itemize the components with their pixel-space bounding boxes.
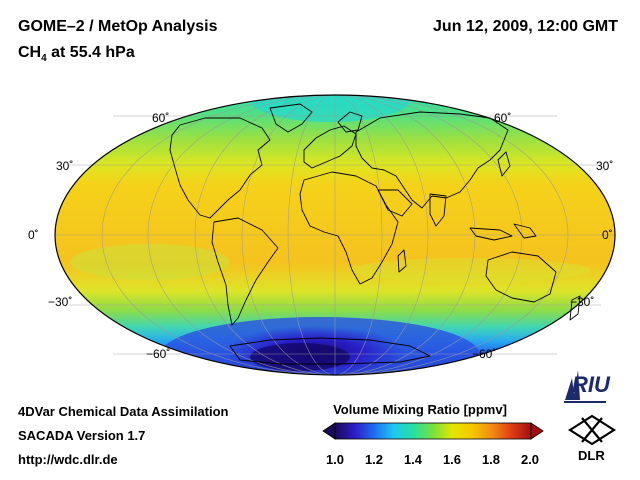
riu-logo-text: RIU <box>572 372 610 397</box>
species-subscript: 4 <box>41 53 47 65</box>
colorbar-title: Volume Mixing Ratio [ppmv] <box>333 402 507 417</box>
colorbar-gradient <box>334 422 532 440</box>
lat-label-30s-right: −30˚ <box>570 295 595 309</box>
lat-label-eq-right: 0˚ <box>602 228 613 242</box>
riu-logo-mark <box>564 370 606 403</box>
lat-label-30n-left: 30˚ <box>56 159 74 173</box>
colorbar-tick-4: 1.6 <box>442 452 462 467</box>
colorbar-tick-5: 1.8 <box>481 452 501 467</box>
lat-label-60s-right: −60˚ <box>472 347 497 361</box>
colorbar-tick-1: 1.0 <box>325 452 345 467</box>
map-border <box>54 94 616 376</box>
lat-label-eq-left: 0˚ <box>28 228 39 242</box>
footer-method: 4DVar Chemical Data Assimilation <box>18 404 229 419</box>
dlr-logo-text: DLR <box>578 448 605 463</box>
footer-url: http://wdc.dlr.de <box>18 452 118 467</box>
colorbar <box>322 422 544 440</box>
pressure-level: at 55.4 hPa <box>46 44 135 61</box>
analysis-datetime: Jun 12, 2009, 12:00 GMT <box>433 18 618 35</box>
colorbar-tick-2: 1.2 <box>364 452 384 467</box>
lat-label-60n-left: 60˚ <box>152 111 170 125</box>
species-name: CH <box>18 44 42 61</box>
colorbar-tick-3: 1.4 <box>403 452 423 467</box>
dlr-logo-mark <box>567 414 617 446</box>
map-title: GOME–2 / MetOp Analysis <box>18 18 218 35</box>
species-level: CH4 at 55.4 hPa <box>18 44 135 68</box>
colorbar-max-arrow <box>530 422 544 440</box>
colorbar-min-arrow <box>322 422 336 440</box>
lat-label-60n-right: 60˚ <box>494 111 512 125</box>
lat-label-30n-right: 30˚ <box>596 159 614 173</box>
coastlines <box>169 103 581 365</box>
lat-label-60s-left: −60˚ <box>146 347 171 361</box>
colorbar-tick-6: 2.0 <box>520 452 540 467</box>
footer-version: SACADA Version 1.7 <box>18 428 146 443</box>
lat-label-30s-left: −30˚ <box>48 295 73 309</box>
